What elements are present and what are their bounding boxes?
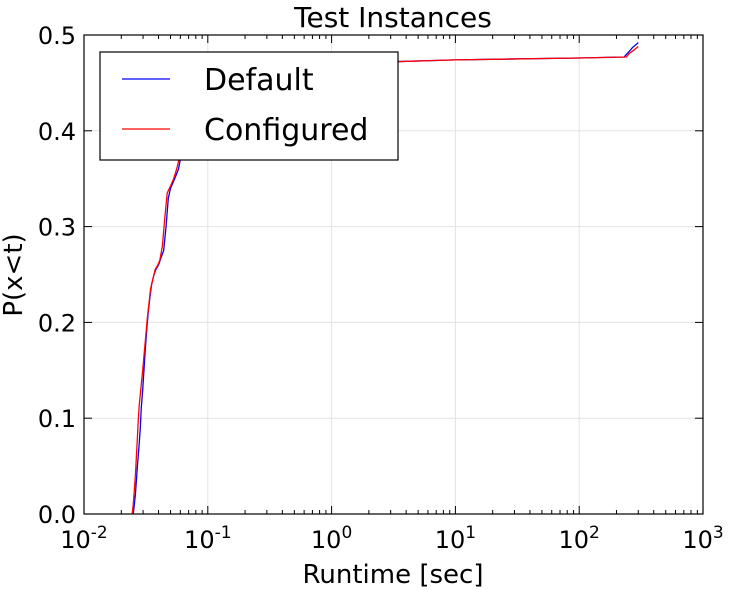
legend-box (99, 51, 399, 161)
axis-ticks: 10-2 10-1 100 101 102 103 0.0 0.1 0.2 0.3 0.4 0.5 (38, 22, 724, 554)
legend: Default Configured (99, 51, 399, 161)
x-tick-label: 100 (311, 523, 352, 554)
y-tick-label: 0.2 (38, 309, 76, 337)
x-tick-label: 102 (559, 523, 600, 554)
y-tick-label: 0.1 (38, 405, 76, 433)
y-tick-label: 0.3 (38, 214, 76, 242)
x-tick-label: 10-1 (184, 523, 232, 554)
y-tick-label: 0.4 (38, 118, 76, 146)
chart-title: Test Instances (293, 1, 492, 34)
x-tick-label: 103 (682, 523, 723, 554)
y-axis-label: P(x<t) (0, 233, 29, 316)
y-tick-label: 0.0 (38, 501, 76, 529)
x-tick-label: 101 (435, 523, 476, 554)
legend-label-default: Default (204, 63, 314, 98)
y-tick-label: 0.5 (38, 22, 76, 50)
plot-frame (83, 34, 704, 515)
x-tick-label: 10-2 (60, 523, 108, 554)
legend-label-configured: Configured (204, 113, 368, 148)
x-axis-label: Runtime [sec] (303, 560, 484, 590)
